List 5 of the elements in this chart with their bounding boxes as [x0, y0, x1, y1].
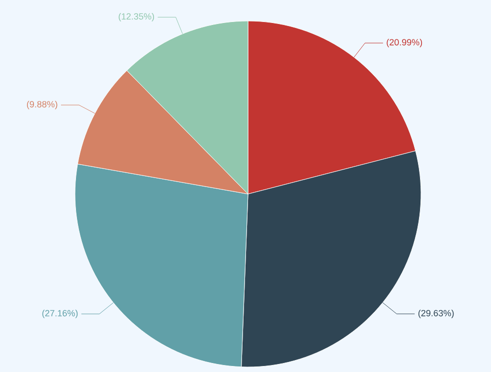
data-label: (12.35%) [118, 13, 154, 22]
data-label: (20.99%) [386, 38, 422, 48]
data-label: (29.63%) [418, 310, 454, 318]
data-label: (9.88%) [26, 100, 58, 110]
data-label: (27.16%) [42, 310, 78, 318]
